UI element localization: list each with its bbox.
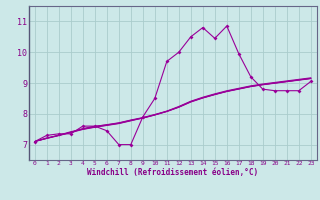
X-axis label: Windchill (Refroidissement éolien,°C): Windchill (Refroidissement éolien,°C) <box>87 168 258 177</box>
